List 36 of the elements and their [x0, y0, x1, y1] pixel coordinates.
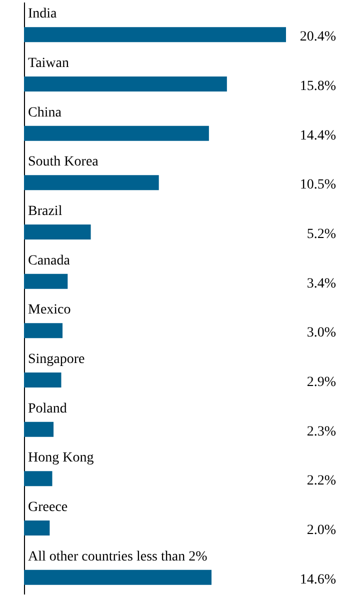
- bar: [24, 372, 62, 388]
- bar: [24, 520, 50, 536]
- bar: [24, 422, 54, 437]
- y-tick-label: Singapore: [28, 352, 85, 367]
- y-tick-label: All other countries less than 2%: [28, 549, 208, 564]
- bar: [24, 175, 159, 190]
- bar: [24, 126, 209, 141]
- y-tick-label: Canada: [28, 253, 71, 268]
- y-tick-label: India: [28, 6, 58, 22]
- bar: [24, 224, 91, 240]
- data-label: 3.4%: [306, 276, 336, 292]
- data-label: 14.6%: [300, 572, 336, 588]
- y-tick-label: Brazil: [28, 204, 62, 219]
- data-label: 2.2%: [306, 474, 336, 489]
- y-tick-label: South Korea: [28, 154, 100, 170]
- data-label: 14.4%: [300, 128, 336, 144]
- data-label: 5.2%: [306, 227, 336, 242]
- bar: [24, 471, 52, 486]
- bar: [24, 274, 68, 289]
- data-label: 2.9%: [306, 375, 336, 390]
- y-tick-label: Taiwan: [28, 56, 70, 71]
- data-label: 20.4%: [300, 30, 336, 45]
- data-label: 15.8%: [300, 79, 336, 94]
- bar: [24, 27, 286, 42]
- bar: [24, 570, 212, 585]
- data-label: 2.3%: [306, 424, 336, 440]
- bar: [24, 76, 227, 92]
- y-tick-label: China: [28, 105, 62, 120]
- y-tick-label: Greece: [28, 500, 68, 515]
- data-label: 10.5%: [300, 178, 336, 193]
- y-tick-label: Hong Kong: [28, 450, 94, 466]
- data-label: 2.0%: [306, 523, 336, 538]
- y-tick-label: Poland: [28, 401, 67, 416]
- data-label: 3.0%: [306, 326, 336, 341]
- bar: [24, 323, 63, 338]
- y-tick-label: Mexico: [28, 302, 71, 318]
